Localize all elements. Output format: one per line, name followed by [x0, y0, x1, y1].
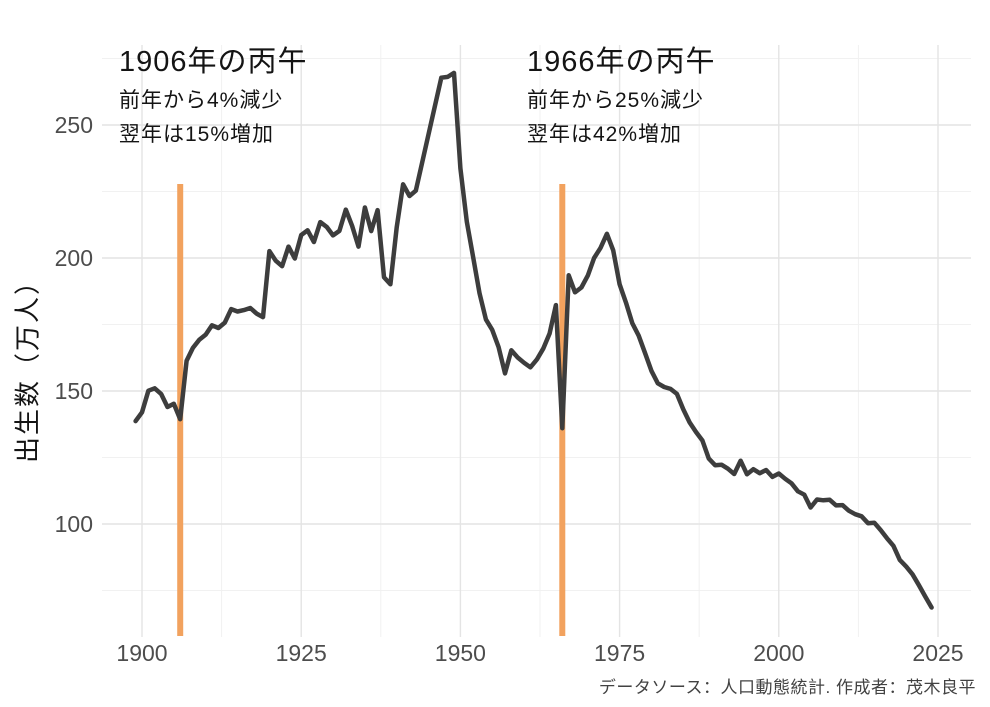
annotation-1906-line1: 前年から4%減少	[119, 89, 284, 112]
annotation-1966-title: 1966年の丙午	[527, 46, 716, 78]
x-tick-label: 2000	[753, 640, 805, 666]
annotation-1966-line1: 前年から25%減少	[527, 89, 705, 112]
x-tick-label: 1950	[434, 640, 486, 666]
data-source-caption: データソース：人口動態統計. 作成者：茂木良平	[598, 678, 976, 697]
annotation-1906: 1906年の丙午 前年から4%減少 翌年は15%増加	[119, 42, 308, 152]
y-tick-label: 100	[54, 511, 93, 537]
x-tick-label: 1900	[116, 640, 168, 666]
births-line-series	[133, 70, 934, 610]
y-axis-title: 出生数（万人）	[12, 266, 43, 464]
y-tick-label: 200	[54, 245, 93, 271]
annotation-1966: 1966年の丙午 前年から25%減少 翌年は42%増加	[527, 42, 716, 152]
x-tick-label: 1925	[275, 640, 327, 666]
annotation-1966-line2: 翌年は42%増加	[527, 123, 683, 146]
y-tick-label: 150	[54, 378, 93, 404]
y-tick-label: 250	[54, 112, 93, 138]
x-tick-label: 1975	[594, 640, 646, 666]
annotation-1906-line2: 翌年は15%増加	[119, 123, 275, 146]
annotation-1906-title: 1906年の丙午	[119, 46, 308, 78]
x-tick-label: 2025	[912, 640, 964, 666]
